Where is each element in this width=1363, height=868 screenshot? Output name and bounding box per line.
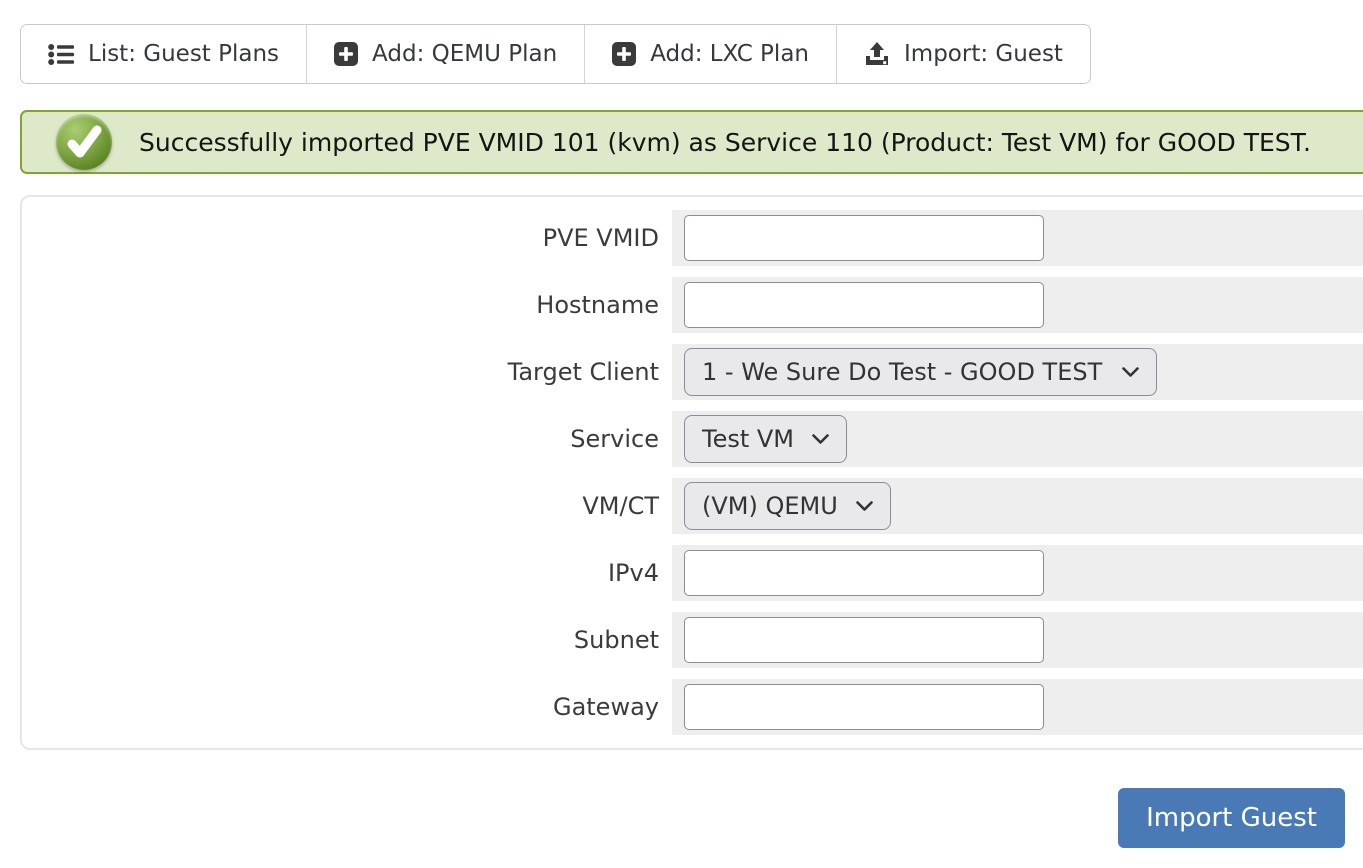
form-row-hostname: Hostname	[22, 277, 1363, 333]
add-qemu-plan-button[interactable]: Add: QEMU Plan	[306, 25, 585, 83]
gateway-label: Gateway	[552, 693, 659, 721]
ipv4-label: IPv4	[607, 559, 659, 587]
gateway-input[interactable]	[684, 684, 1044, 730]
success-alert: Successfully imported PVE VMID 101 (kvm)…	[20, 110, 1363, 174]
target-client-select[interactable]: 1 - We Sure Do Test - GOOD TEST	[684, 348, 1157, 396]
add-lxc-plan-button[interactable]: Add: LXC Plan	[584, 25, 836, 83]
list-guest-plans-button[interactable]: List: Guest Plans	[21, 25, 307, 83]
subnet-label: Subnet	[573, 626, 659, 654]
form-row-subnet: Subnet	[22, 612, 1363, 668]
list-icon	[48, 43, 74, 66]
target-client-label: Target Client	[507, 358, 659, 386]
form-row-pve-vmid: PVE VMID	[22, 210, 1363, 266]
form-row-gateway: Gateway	[22, 679, 1363, 735]
chevron-down-icon	[812, 433, 829, 445]
pve-vmid-label: PVE VMID	[542, 224, 659, 252]
success-alert-message: Successfully imported PVE VMID 101 (kvm)…	[139, 127, 1311, 157]
vm-ct-label: VM/CT	[582, 492, 659, 520]
target-client-selected-value: 1 - We Sure Do Test - GOOD TEST	[702, 358, 1103, 386]
form-row-service: Service Test VM	[22, 411, 1363, 467]
list-guest-plans-label: List: Guest Plans	[88, 41, 280, 67]
vm-ct-selected-value: (VM) QEMU	[702, 492, 838, 520]
plus-square-icon	[612, 42, 637, 66]
chevron-down-icon	[856, 500, 873, 512]
import-guest-submit-button[interactable]: Import Guest	[1118, 788, 1345, 848]
vm-ct-select[interactable]: (VM) QEMU	[684, 482, 891, 530]
add-lxc-plan-label: Add: LXC Plan	[650, 41, 809, 67]
pve-vmid-input[interactable]	[684, 215, 1044, 261]
chevron-down-icon	[1122, 366, 1139, 378]
import-guest-form: PVE VMID Hostname Target Client 1 - We S…	[20, 195, 1363, 750]
ipv4-input[interactable]	[684, 550, 1044, 596]
form-row-vm-ct: VM/CT (VM) QEMU	[22, 478, 1363, 534]
hostname-label: Hostname	[536, 291, 659, 319]
form-row-ipv4: IPv4	[22, 545, 1363, 601]
subnet-input[interactable]	[684, 617, 1044, 663]
import-guest-tab-button[interactable]: Import: Guest	[836, 25, 1090, 83]
service-selected-value: Test VM	[702, 425, 795, 453]
success-check-icon	[56, 114, 112, 170]
toolbar: List: Guest Plans Add: QEMU Plan Add: LX…	[20, 24, 1091, 84]
upload-icon	[864, 41, 890, 67]
plus-square-icon	[334, 42, 359, 66]
add-qemu-plan-label: Add: QEMU Plan	[372, 41, 558, 67]
hostname-input[interactable]	[684, 282, 1044, 328]
import-guest-tab-label: Import: Guest	[904, 41, 1063, 67]
service-label: Service	[570, 425, 659, 453]
form-footer: Import Guest	[0, 788, 1345, 848]
form-row-target-client: Target Client 1 - We Sure Do Test - GOOD…	[22, 344, 1363, 400]
service-select[interactable]: Test VM	[684, 415, 847, 463]
